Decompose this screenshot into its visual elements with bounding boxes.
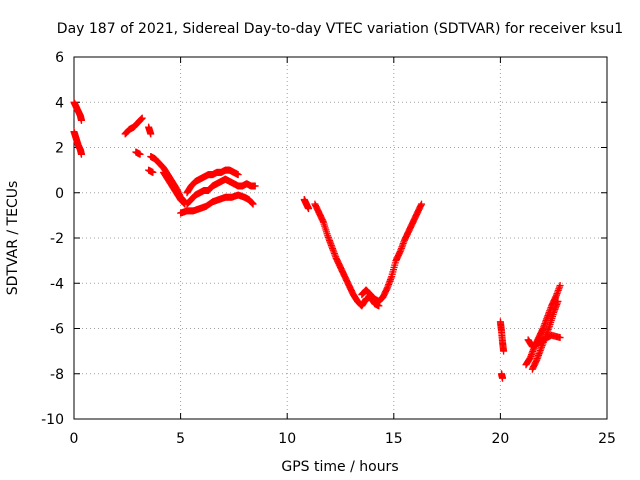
data-point bbox=[147, 130, 155, 138]
y-tick-label: -2 bbox=[50, 231, 64, 247]
data-point bbox=[554, 297, 562, 305]
y-tick-labels: -10 -8 -6 -4 -2 0 2 4 6 bbox=[41, 50, 64, 428]
y-tick-label: -6 bbox=[50, 322, 64, 338]
data-point bbox=[251, 182, 259, 190]
x-tick-label: 5 bbox=[176, 431, 185, 447]
chart-title: Day 187 of 2021, Sidereal Day-to-day VTE… bbox=[57, 21, 623, 37]
data-point bbox=[234, 171, 242, 179]
y-axis-label: SDTVAR / TECUs bbox=[5, 181, 21, 296]
data-point bbox=[77, 116, 85, 124]
x-tick-labels: 0 5 10 15 20 25 bbox=[70, 431, 616, 447]
y-tick-label: -8 bbox=[50, 367, 64, 383]
data-point bbox=[499, 374, 507, 382]
data-point bbox=[556, 282, 564, 290]
y-tick-label: 6 bbox=[55, 50, 64, 66]
x-tick-label: 15 bbox=[385, 431, 403, 447]
data-point bbox=[77, 150, 85, 158]
data-point bbox=[305, 205, 313, 213]
data-point bbox=[149, 168, 157, 176]
y-tick-label: 2 bbox=[55, 141, 64, 157]
x-tick-label: 20 bbox=[491, 431, 509, 447]
data-point bbox=[249, 200, 257, 208]
data-point bbox=[556, 334, 564, 342]
x-tick-label: 25 bbox=[598, 431, 616, 447]
grid-lines bbox=[74, 57, 607, 419]
data-point bbox=[136, 150, 144, 158]
data-point bbox=[500, 347, 508, 355]
x-axis-label: GPS time / hours bbox=[281, 459, 398, 475]
x-tick-label: 0 bbox=[70, 431, 79, 447]
y-tick-label: -10 bbox=[41, 412, 64, 428]
y-tick-label: 0 bbox=[55, 186, 64, 202]
data-point bbox=[138, 114, 146, 122]
y-tick-label: 4 bbox=[55, 95, 64, 111]
data-points bbox=[70, 98, 564, 382]
y-tick-label: -4 bbox=[50, 276, 64, 292]
x-tick-label: 10 bbox=[278, 431, 296, 447]
axis-ticks bbox=[73, 56, 608, 420]
data-point bbox=[418, 200, 426, 208]
